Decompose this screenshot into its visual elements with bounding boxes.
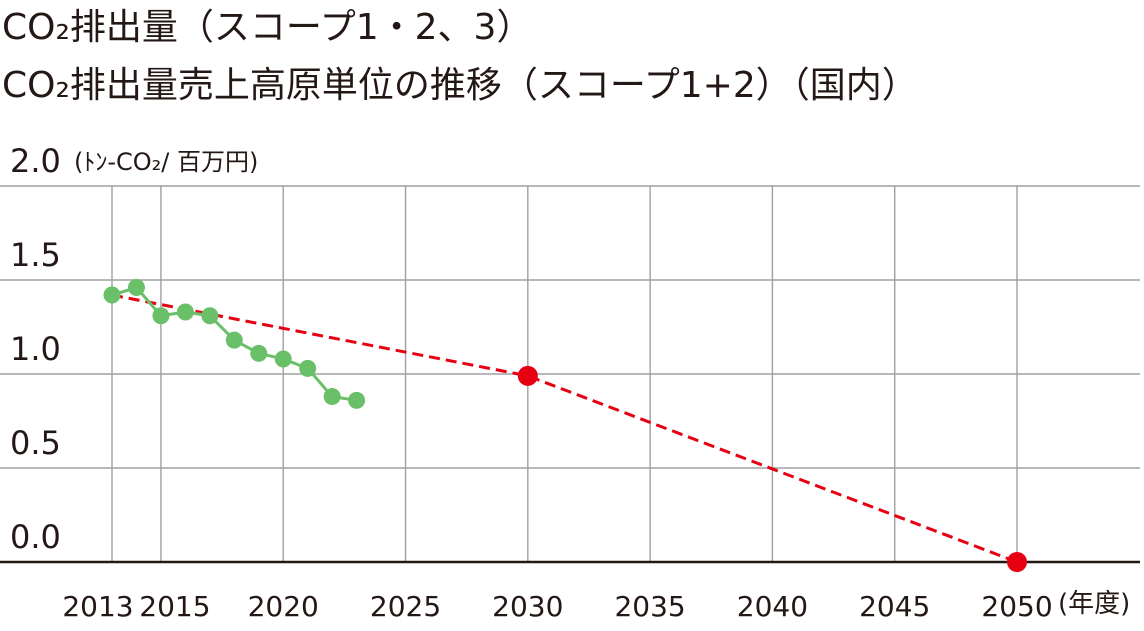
- x-tick-label: 2020: [248, 590, 319, 623]
- y-tick-label: 1.5: [10, 236, 61, 274]
- chart-title: CO₂排出量（スコープ1・2、3）: [2, 7, 533, 48]
- actual-point: [127, 279, 145, 297]
- actual-point: [225, 331, 243, 349]
- y-tick-label: 0.5: [10, 424, 61, 462]
- actual-point: [103, 286, 121, 304]
- actual-point: [152, 307, 170, 325]
- data-series: [103, 279, 1028, 572]
- x-tick-label: 2045: [859, 590, 930, 623]
- x-axis-label: (年度): [1058, 589, 1130, 619]
- x-tick-label: 2035: [614, 590, 685, 623]
- y-tick-label: 0.0: [10, 518, 61, 556]
- actual-point: [250, 344, 268, 362]
- x-tick-label: 2030: [492, 590, 563, 623]
- x-tick-label: 2050: [981, 590, 1052, 623]
- actual-point: [176, 303, 194, 321]
- tick-labels: 0.0 0.5 1.0 1.5 2.0 (ﾄﾝ-CO₂/ 百万円) 2013 2015 2020…: [10, 142, 1130, 623]
- chart-subtitle: CO₂排出量売上高原単位の推移（スコープ1+2）（国内）: [2, 65, 918, 106]
- x-tick-label: 2015: [139, 590, 210, 623]
- y-axis-top-label: 2.0: [10, 142, 61, 180]
- actual-point: [201, 307, 219, 325]
- actual-point: [348, 391, 366, 409]
- y-tick-label: 1.0: [10, 330, 61, 368]
- x-tick-label: 2013: [62, 590, 133, 623]
- x-tick-label: 2040: [737, 590, 808, 623]
- y-axis-unit-label: (ﾄﾝ-CO₂/ 百万円): [74, 148, 258, 176]
- target-point: [1007, 552, 1028, 572]
- actual-point: [323, 388, 341, 406]
- target-line: [111, 293, 1018, 564]
- x-tick-label: 2025: [370, 590, 441, 623]
- actual-point: [274, 350, 292, 368]
- target-point: [517, 365, 538, 386]
- grid-lines: [0, 185, 1140, 562]
- actual-point: [299, 359, 317, 377]
